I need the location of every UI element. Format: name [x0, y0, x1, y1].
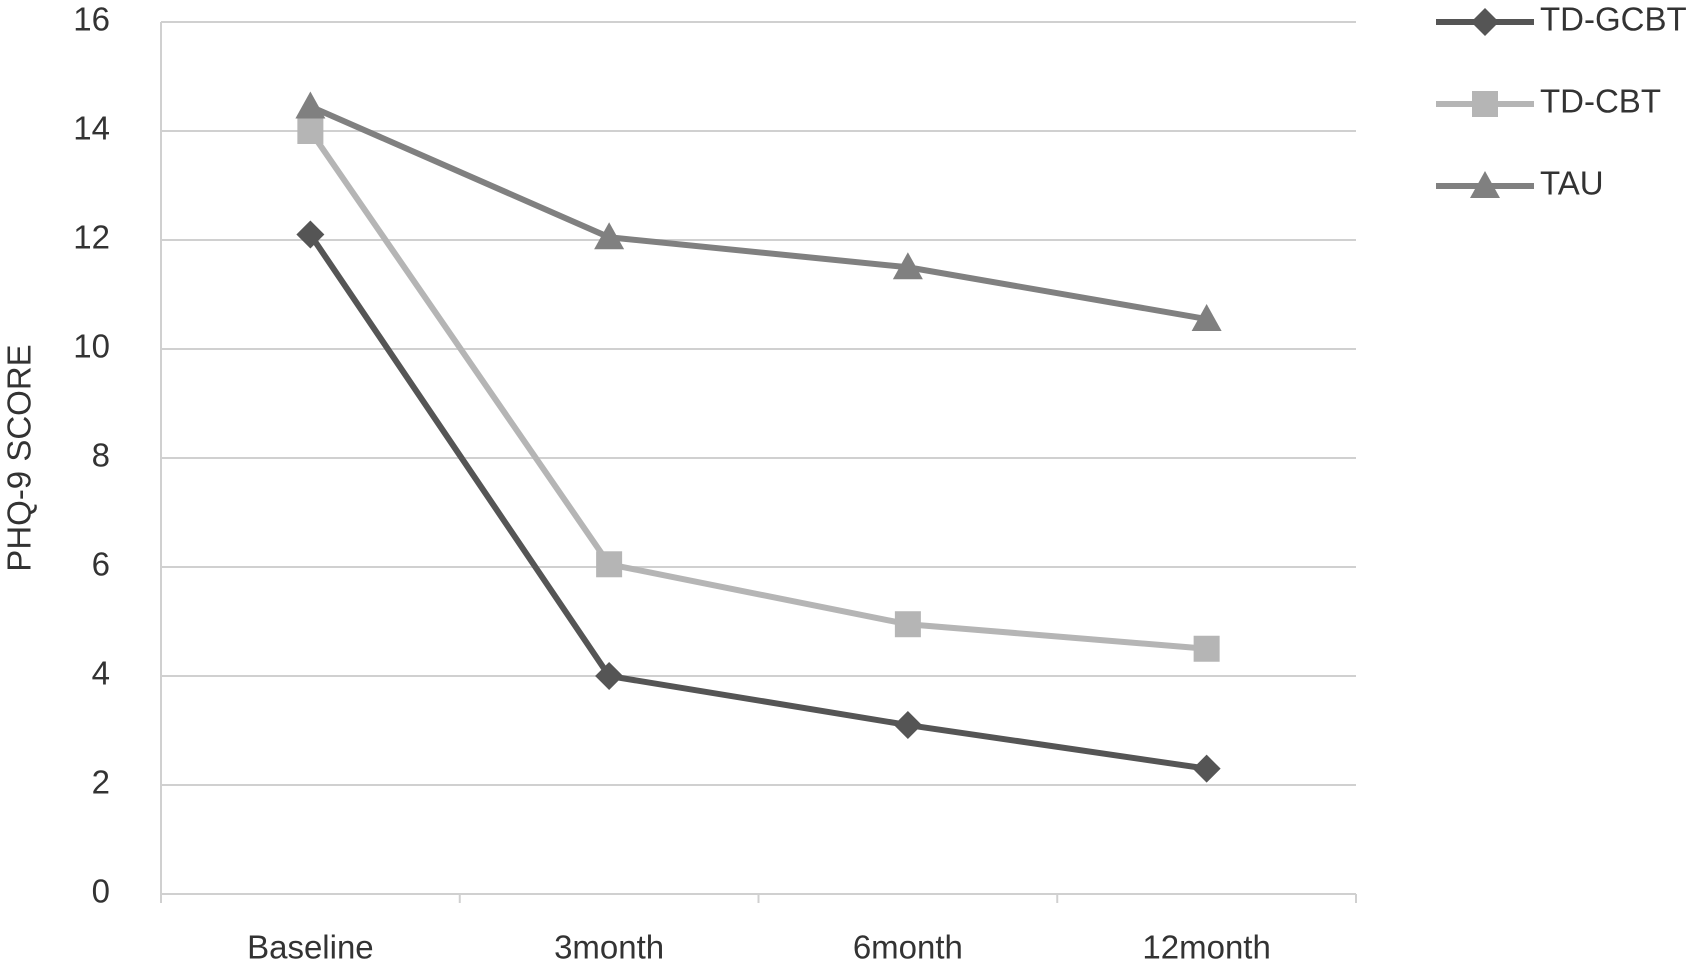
- marker: [1192, 754, 1221, 783]
- marker: [1472, 91, 1498, 117]
- marker: [594, 222, 625, 250]
- y-tick-label: 4: [92, 655, 110, 692]
- y-tick-label: 8: [92, 437, 110, 474]
- marker: [894, 611, 921, 638]
- marker: [1191, 304, 1222, 332]
- y-tick-label: 2: [92, 764, 110, 801]
- marker: [1470, 171, 1500, 198]
- series-line: [307, 129, 1207, 652]
- legend-label: TD-GCBT: [1540, 1, 1687, 38]
- series-line: [309, 103, 1208, 322]
- x-tick-label: 12month: [1142, 929, 1270, 966]
- x-tick-label: Baseline: [247, 929, 374, 966]
- legend-label: TAU: [1540, 165, 1604, 202]
- marker: [1193, 635, 1220, 662]
- marker: [1471, 8, 1499, 36]
- x-tick-label: 6month: [853, 929, 963, 966]
- y-tick-label: 16: [73, 1, 110, 38]
- y-tick-label: 10: [73, 328, 110, 365]
- marker: [595, 662, 624, 690]
- series-line: [307, 232, 1208, 772]
- marker: [893, 711, 922, 740]
- marker: [297, 118, 324, 144]
- marker: [892, 252, 923, 280]
- y-tick-label: 14: [73, 110, 110, 147]
- marker: [295, 91, 326, 119]
- legend-label: TD-CBT: [1540, 83, 1661, 120]
- x-tick-label: 3month: [554, 929, 664, 966]
- y-tick-label: 6: [92, 546, 110, 583]
- y-tick-label: 0: [92, 873, 110, 910]
- marker: [296, 220, 325, 249]
- marker: [596, 551, 623, 578]
- y-tick-label: 12: [73, 219, 110, 256]
- y-axis-title: PHQ-9 SCORE: [1, 344, 38, 571]
